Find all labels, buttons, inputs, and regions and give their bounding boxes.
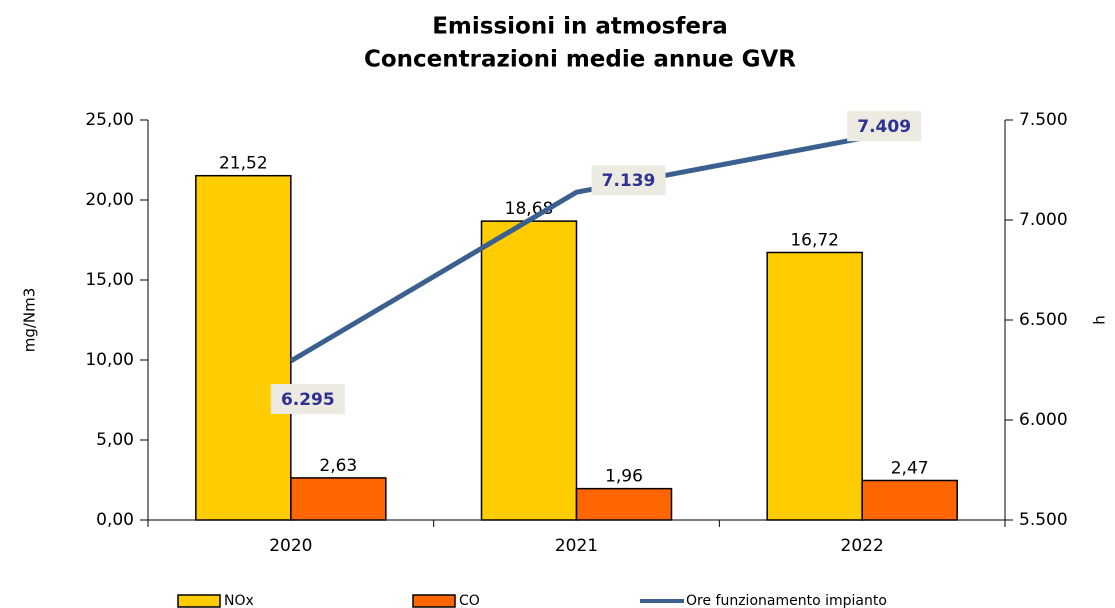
y2-tick-label: 6.000: [1019, 410, 1068, 430]
line-label-box: [591, 165, 666, 196]
x-tick-label: 2022: [841, 536, 884, 556]
y2-tick-label: 5.500: [1019, 510, 1068, 530]
legend-swatch: [177, 594, 221, 608]
chart-subtitle: Concentrazioni medie annue GVR: [364, 47, 796, 73]
bar-value-label: 1,96: [605, 467, 643, 487]
legend-label: Ore funzionamento impianto: [686, 593, 887, 608]
bar: [575, 487, 673, 521]
x-tick-label: 2020: [269, 536, 312, 556]
legend-label: CO: [459, 593, 480, 608]
y-axis-label: mg/Nm3: [21, 288, 39, 353]
y-tick-label: 5,00: [96, 430, 134, 450]
line-label-box: [270, 384, 345, 414]
y-tick-label: 10,00: [85, 350, 134, 370]
line-label-box: [847, 111, 922, 142]
y2-axis-label: h: [1091, 315, 1109, 325]
line-value-label: 6.295: [281, 390, 335, 410]
chart-title: Emissioni in atmosfera: [432, 14, 728, 40]
bar-value-label: 2,47: [891, 458, 929, 478]
line-value-label: 7.139: [602, 171, 656, 191]
bar: [861, 479, 958, 521]
y-tick-label: 15,00: [85, 270, 134, 290]
legend-label: NOx: [224, 593, 254, 608]
bar: [195, 174, 292, 521]
y-tick-label: 20,00: [85, 190, 134, 210]
bar-value-label: 16,72: [790, 230, 839, 250]
y-tick-label: 0,00: [96, 510, 134, 530]
y-tick-label: 25,00: [85, 110, 134, 130]
line: [289, 135, 863, 364]
bar: [766, 251, 863, 521]
line-value-label: 7.409: [857, 117, 911, 137]
bar-value-label: 21,52: [219, 154, 268, 174]
bar: [290, 477, 387, 521]
y2-tick-label: 6.500: [1019, 310, 1068, 330]
y2-tick-label: 7.500: [1019, 110, 1068, 130]
legend-swatch: [412, 594, 456, 608]
bar: [480, 220, 578, 521]
x-tick-label: 2021: [555, 536, 598, 556]
bar-value-label: 2,63: [319, 456, 357, 476]
y2-tick-label: 7.000: [1019, 210, 1068, 230]
